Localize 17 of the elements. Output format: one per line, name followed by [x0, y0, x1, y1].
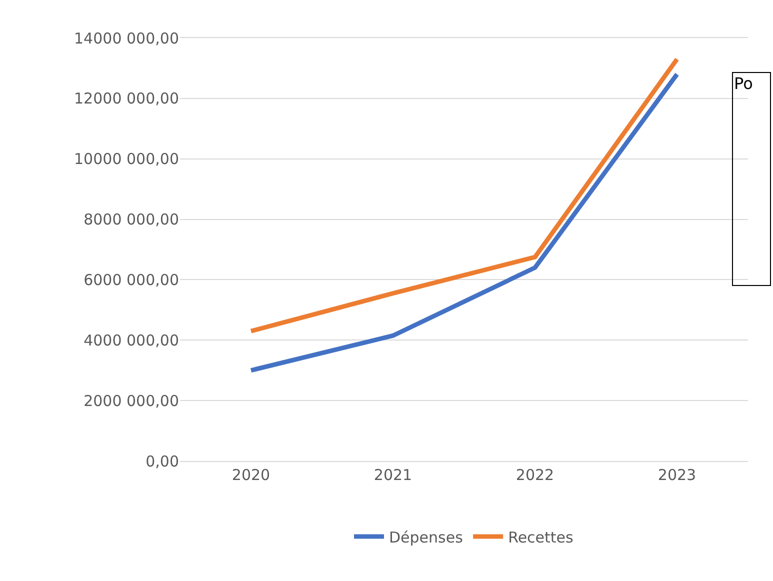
y-tick-label: 2000 000,00: [84, 392, 179, 410]
y-tick-label: 8000 000,00: [84, 210, 179, 229]
x-tick-label: 2023: [658, 466, 696, 484]
legend-label: Recettes: [508, 528, 574, 546]
x-tick-label: 2022: [516, 466, 554, 484]
y-tick-label: 14000 000,00: [74, 29, 179, 48]
y-tick-label: 0,00: [146, 452, 179, 470]
y-tick-label: 6000 000,00: [84, 270, 179, 289]
y-tick-label: 12000 000,00: [74, 90, 179, 108]
x-tick-label: 2020: [232, 466, 270, 484]
y-tick-label: 4000 000,00: [84, 331, 179, 350]
line-series: [248, 72, 680, 373]
annotation: Po: [734, 74, 753, 93]
y-tick-label: 10000 000,00: [74, 150, 179, 168]
line-series: [248, 56, 680, 334]
x-tick-label: 2021: [374, 466, 412, 484]
legend-label: Dépenses: [389, 528, 464, 546]
